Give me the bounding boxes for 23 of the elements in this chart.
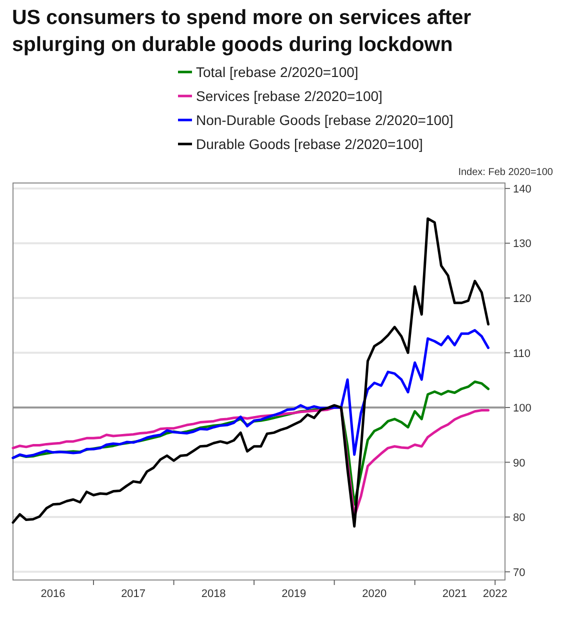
y-tick-label: 80 — [513, 512, 526, 524]
legend-label: Durable Goods [rebase 2/2020=100] — [196, 136, 423, 152]
line-series — [12, 329, 490, 460]
y-tick-label: 140 — [513, 183, 532, 196]
x-tick-label: 2022 — [482, 588, 508, 600]
legend-label: Non-Durable Goods [rebase 2/2020=100] — [196, 112, 454, 128]
y-tick-label: 130 — [513, 238, 532, 250]
y-tick-label: 90 — [513, 457, 526, 470]
x-tick-label: 2016 — [40, 588, 66, 600]
x-tick-label: 2021 — [442, 588, 467, 600]
chart-title: US consumers to spend more on services after splurging on durable goods during lockdown — [12, 6, 472, 56]
y-tick-label: 120 — [513, 292, 532, 305]
legend-label: Total [rebase 2/2020=100] — [196, 64, 358, 80]
y-tick-label: 110 — [513, 348, 531, 360]
y-tick-label: 70 — [513, 566, 526, 579]
text: Index: Feb 2020=100 — [458, 167, 554, 178]
legend-label: Services [rebase 2/2020=100] — [196, 88, 382, 104]
x-tick-label: 2017 — [121, 588, 146, 600]
x-tick-label: 2019 — [282, 588, 306, 600]
x-tick-label: 2020 — [362, 588, 387, 600]
line-series — [12, 217, 490, 528]
y-tick-label: 100 — [513, 402, 532, 415]
x-tick-label: 2018 — [201, 588, 226, 600]
